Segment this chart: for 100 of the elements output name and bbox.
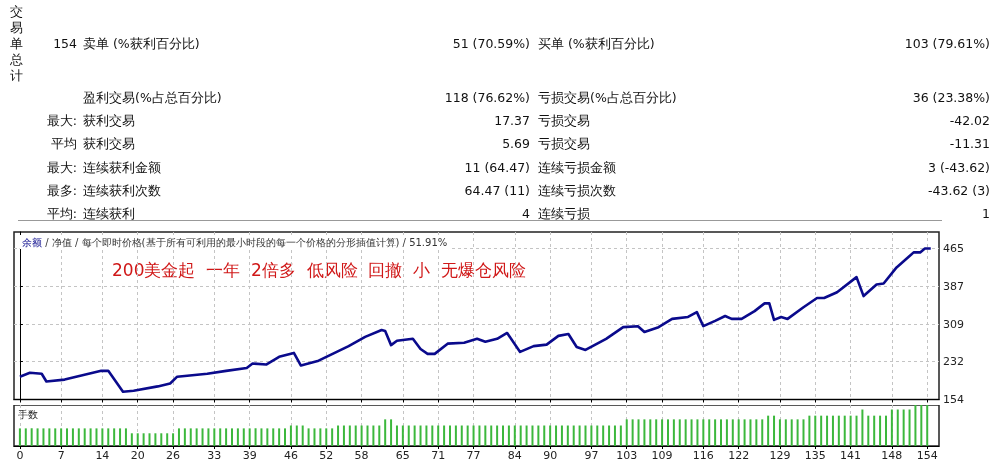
bar (142, 433, 145, 446)
bar (566, 425, 569, 446)
bar (448, 425, 451, 446)
x-tick-label: 58 (354, 449, 369, 462)
bar (737, 419, 740, 446)
bar (890, 409, 893, 446)
bar (837, 415, 840, 446)
text: 获利交易 (83, 136, 135, 154)
x-tick-label: 33 (207, 449, 222, 462)
bar (466, 425, 469, 446)
bar (708, 419, 711, 446)
text: 卖单 (%获利百分比) (83, 36, 200, 53)
bar (278, 428, 281, 446)
bar (378, 425, 381, 446)
bar (625, 419, 628, 446)
bar (666, 419, 669, 446)
text: 余额 (22, 236, 42, 248)
text: 64.47 (11) (464, 182, 530, 198)
text: 连续亏损 (538, 206, 590, 223)
x-tick-label: 65 (395, 449, 410, 462)
x-tick-label: 52 (319, 449, 334, 462)
text: 1 (982, 206, 990, 221)
bar (643, 419, 646, 446)
x-tick-label: 90 (543, 449, 558, 462)
bar (272, 428, 275, 446)
bar (425, 425, 428, 446)
bar (578, 425, 581, 446)
x-tick-label: 129 (769, 449, 791, 462)
bar (755, 419, 758, 446)
bar (60, 428, 63, 446)
x-tick-label: 97 (584, 449, 599, 462)
bar (18, 428, 21, 446)
bar (884, 415, 887, 446)
bar (831, 415, 834, 446)
text: 51 (70.59%) (452, 36, 530, 51)
text: -42.02 (949, 113, 990, 129)
y-tick-label: 309 (943, 317, 964, 331)
bar (502, 425, 505, 446)
bar (331, 428, 334, 446)
bar (48, 428, 51, 446)
bar (30, 428, 33, 446)
bar (248, 428, 251, 446)
bar (101, 428, 104, 446)
x-tick-label: 148 (881, 449, 903, 462)
bar (814, 415, 817, 446)
bar (513, 425, 516, 446)
text: -11.31 (949, 136, 990, 152)
bar (555, 425, 558, 446)
bar (407, 425, 410, 446)
bar (920, 405, 923, 446)
bar (661, 419, 664, 446)
bar (790, 419, 793, 446)
text: 获利交易 (83, 113, 135, 131)
bar (608, 425, 611, 446)
bar (749, 419, 752, 446)
bar (319, 428, 322, 446)
bar (124, 428, 127, 446)
bar (107, 428, 110, 446)
bar (154, 433, 157, 446)
bar (861, 409, 864, 446)
bar (867, 415, 870, 446)
bar (83, 428, 86, 446)
bar (619, 425, 622, 446)
text: 亏损交易 (538, 113, 590, 131)
bar (437, 425, 440, 446)
bar (655, 419, 658, 446)
bar (119, 428, 122, 446)
x-tick-label: 116 (692, 449, 714, 462)
bar (778, 419, 781, 446)
bar (136, 433, 139, 446)
bar (796, 419, 799, 446)
bar (390, 419, 393, 446)
bar (413, 425, 416, 446)
bar (743, 419, 746, 446)
bar (24, 428, 27, 446)
bar (401, 425, 404, 446)
x-tick-label: 122 (728, 449, 750, 462)
bar (71, 428, 74, 446)
x-tick-label: 135 (804, 449, 826, 462)
bar (166, 433, 169, 446)
bar (767, 415, 770, 446)
text: 连续亏损次数 (538, 182, 616, 200)
text: 最大: (46, 113, 77, 131)
y-tick-label: 154 (943, 393, 964, 406)
bar (384, 419, 387, 446)
bar (572, 425, 575, 446)
bar (484, 425, 487, 446)
bar (902, 409, 905, 446)
text: 连续获利次数 (83, 182, 161, 200)
bar (419, 425, 422, 446)
text: 平均 (51, 136, 77, 154)
bar (631, 419, 634, 446)
text: 连续亏损金额 (538, 159, 616, 177)
bar (560, 425, 563, 446)
bar (531, 425, 534, 446)
bar (678, 419, 681, 446)
bar (496, 425, 499, 446)
bar (537, 425, 540, 446)
text: 平均: (46, 206, 77, 223)
bar (761, 419, 764, 446)
